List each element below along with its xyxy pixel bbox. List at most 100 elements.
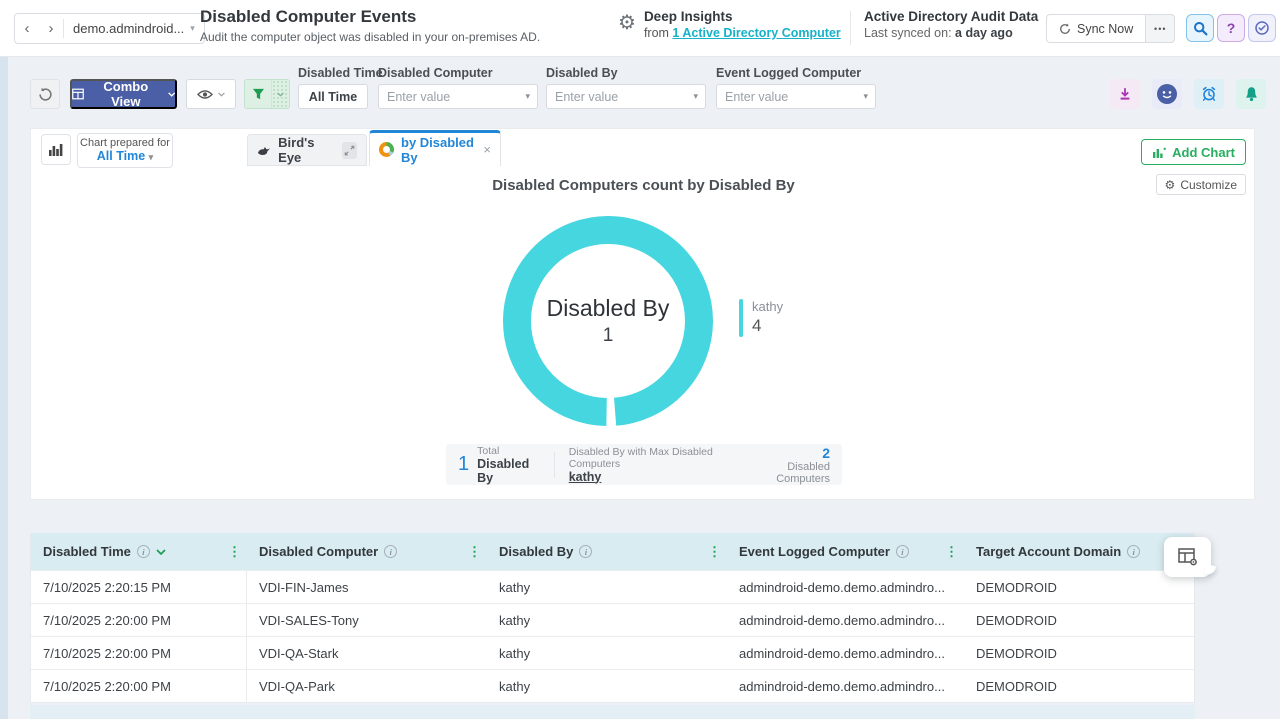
last-synced-value: a day ago [955,26,1013,40]
page-title: Disabled Computer Events [200,7,540,27]
table-row[interactable]: 7/10/2025 2:20:00 PM VDI-SALES-Tony kath… [31,603,1194,636]
column-header-disabled-by[interactable]: Disabled By i ⋮ [487,533,727,570]
close-tab-icon[interactable]: × [483,142,491,157]
report-selector[interactable]: demo.admindroid... [64,21,190,36]
filter-dropdown-segment[interactable] [271,80,289,108]
cell-target-account-domain: DEMODROID [964,604,1194,636]
disabled-by-filter[interactable]: ▾ [546,84,706,109]
cell-disabled-computer: VDI-SALES-Tony [247,604,487,636]
deep-insights-label: Deep Insights [644,9,841,24]
view-visibility-button[interactable] [186,79,236,109]
event-logged-computer-input[interactable] [725,90,843,104]
cell-target-account-domain: DEMODROID [964,637,1194,669]
cell-event-logged-computer: admindroid-demo.demo.admindro... [727,604,964,636]
cell-disabled-computer: VDI-QA-Park [247,670,487,702]
deep-insights-block: ⚙ Deep Insights from 1 Active Directory … [618,9,841,40]
refresh-report-button[interactable] [30,79,60,109]
info-icon[interactable]: i [1127,545,1140,558]
help-button[interactable]: ? [1217,14,1245,42]
table-row[interactable]: 7/10/2025 2:20:15 PM VDI-FIN-James kathy… [31,570,1194,603]
disabled-time-filter[interactable]: All Time [298,84,368,109]
filter-label-disabled-time: Disabled Time [298,66,383,80]
refresh-icon [38,87,53,102]
caret-down-icon: ▾ [863,91,868,102]
add-chart-button[interactable]: Add Chart [1141,139,1246,165]
tab-by-disabled-by[interactable]: by Disabled By × [369,130,501,166]
check-circle-icon [1254,20,1270,36]
chevron-down-icon [168,92,175,97]
cell-disabled-computer: VDI-QA-Stark [247,637,487,669]
table-header-row: Disabled Time i ⋮ Disabled Computer i ⋮ … [31,533,1194,570]
column-header-disabled-computer[interactable]: Disabled Computer i ⋮ [247,533,487,570]
event-logged-computer-filter[interactable]: ▾ [716,84,876,109]
total-disabled-by-value: 1 [458,453,469,476]
report-navigator: ‹ › demo.admindroid... ▾ [14,13,205,44]
column-menu-icon[interactable]: ⋮ [708,544,721,560]
sync-now-button[interactable]: Sync Now [1046,14,1145,43]
column-chooser-button[interactable] [1164,537,1211,577]
back-arrow-icon[interactable]: ‹ [15,20,39,37]
column-menu-icon[interactable]: ⋮ [228,544,241,560]
column-header-target-account-domain[interactable]: Target Account Domain i ⋮ [964,533,1194,570]
legend-color-bar [739,299,743,337]
info-icon[interactable]: i [579,545,592,558]
audit-data-title: Active Directory Audit Data [864,9,1038,24]
page-subtitle: Audit the computer object was disabled i… [200,30,540,44]
tab-birds-eye[interactable]: Bird's Eye [247,134,367,166]
search-button[interactable] [1186,14,1214,42]
donut-chart[interactable]: Disabled By 1 [503,216,713,426]
cell-target-account-domain: DEMODROID [964,571,1194,603]
chart-legend[interactable]: kathy 4 [739,299,783,337]
last-synced-label: Last synced on: [864,26,952,40]
cell-disabled-time: 7/10/2025 2:20:00 PM [31,604,247,636]
column-menu-icon[interactable]: ⋮ [468,544,481,560]
column-menu-icon[interactable]: ⋮ [945,544,958,560]
combo-view-button[interactable]: Combo View [70,79,177,109]
bottom-band [30,705,1195,719]
deep-insights-gear-icon: ⚙ [618,13,636,33]
filter-button[interactable] [244,79,290,109]
disabled-computer-filter[interactable]: ▾ [378,84,538,109]
cell-disabled-by: kathy [487,670,727,702]
chart-prepared-label: Chart prepared for [78,137,172,149]
funnel-icon [245,80,271,108]
table-row[interactable]: 7/10/2025 2:20:00 PM VDI-QA-Stark kathy … [31,636,1194,669]
table-row[interactable]: 7/10/2025 2:20:00 PM VDI-QA-Park kathy a… [31,669,1194,702]
disabled-by-input[interactable] [555,90,673,104]
max-disabled-by-link[interactable]: kathy [569,470,743,484]
info-icon[interactable]: i [384,545,397,558]
status-check-button[interactable] [1248,14,1276,42]
info-icon[interactable]: i [896,545,909,558]
cell-disabled-time: 7/10/2025 2:20:00 PM [31,670,247,702]
question-mark-icon: ? [1227,20,1236,36]
sort-desc-icon[interactable] [156,549,166,555]
title-block: Disabled Computer Events Audit the compu… [200,7,540,44]
donut-center-text: Disabled By 1 [503,216,713,426]
sync-more-button[interactable]: ••• [1145,14,1175,43]
refresh-icon [1059,23,1071,35]
deep-insights-link[interactable]: 1 Active Directory Computer [672,26,840,40]
total-label: Disabled By [477,457,540,485]
column-header-disabled-time[interactable]: Disabled Time i ⋮ [31,533,247,570]
info-icon[interactable]: i [137,545,150,558]
chart-prepared-for-button[interactable]: Chart prepared for All Time ▾ [77,133,173,168]
bell-icon [1244,86,1259,102]
add-chart-icon [1152,146,1166,159]
cell-disabled-time: 7/10/2025 2:20:15 PM [31,571,247,603]
chart-type-button[interactable] [41,134,71,165]
cell-disabled-time: 7/10/2025 2:20:00 PM [31,637,247,669]
schedule-button[interactable] [1194,79,1224,109]
cell-disabled-by: kathy [487,604,727,636]
column-header-event-logged-computer[interactable]: Event Logged Computer i ⋮ [727,533,964,570]
disabled-computers-count: 2 [743,445,830,461]
disabled-computer-input[interactable] [387,90,505,104]
download-button[interactable] [1110,79,1140,109]
alerts-button[interactable] [1236,79,1266,109]
cell-event-logged-computer: admindroid-demo.demo.admindro... [727,571,964,603]
expand-icon[interactable] [342,142,357,159]
caret-down-icon: ▾ [149,152,154,162]
feedback-button[interactable] [1152,79,1182,109]
bird-icon [257,144,271,157]
disabled-computers-label: Disabled Computers [743,461,830,485]
forward-arrow-icon[interactable]: › [39,20,63,37]
